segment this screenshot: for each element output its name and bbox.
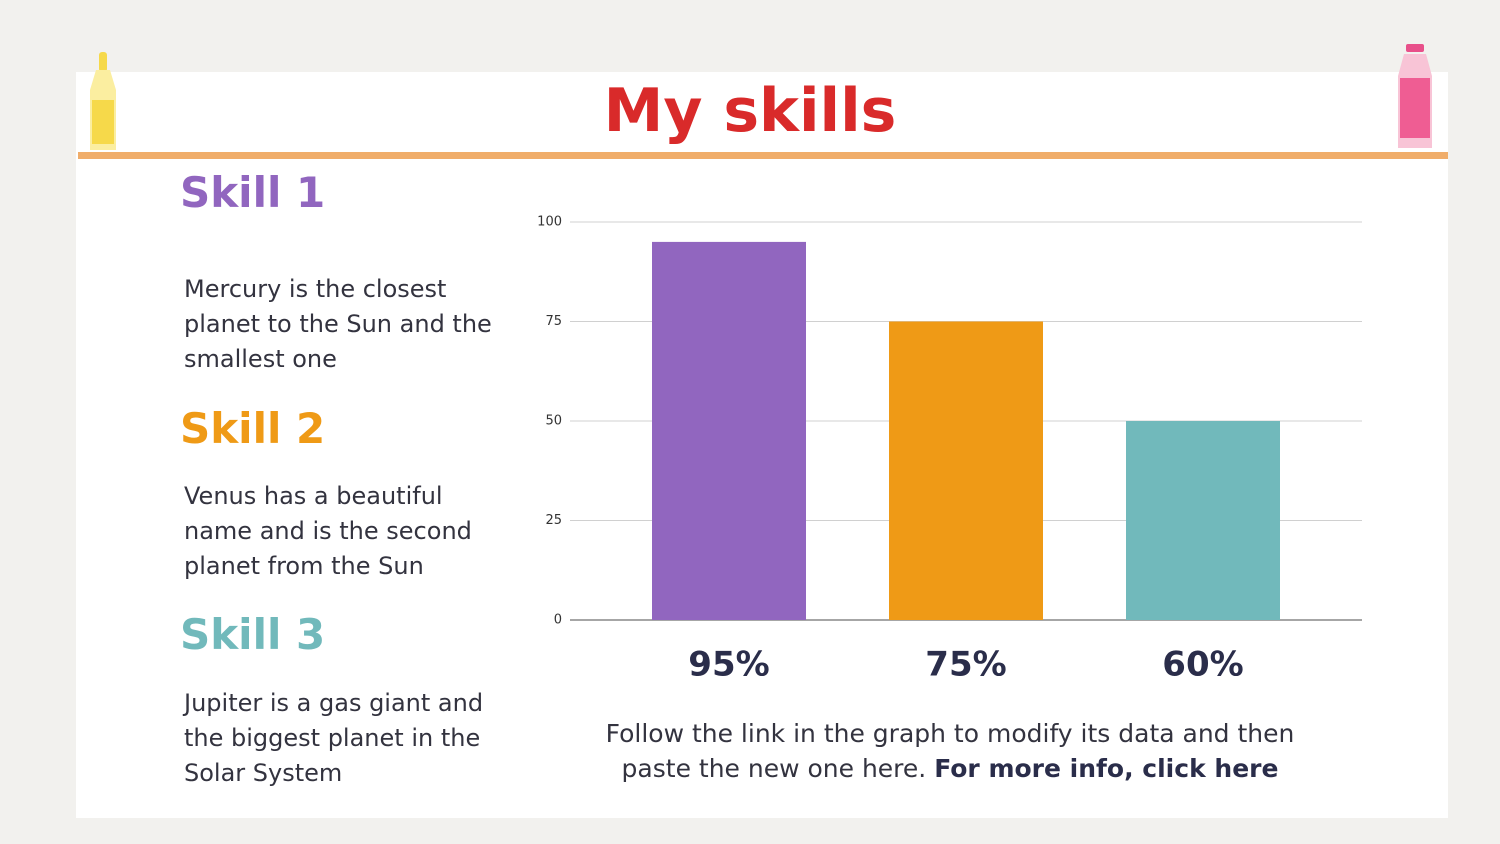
bar (889, 321, 1043, 620)
chart: 0 25 50 75 100 95% 75% 60% (537, 215, 1362, 685)
y-tick-label: 75 (545, 314, 562, 329)
skill-name: Skill 1 (180, 168, 326, 217)
y-tick-label: 25 (545, 513, 562, 528)
x-tick-label: 75% (925, 645, 1006, 685)
skill-name: Skill 3 (180, 610, 326, 659)
x-tick-label: 60% (1162, 645, 1243, 685)
x-tick-label: 95% (688, 645, 769, 685)
pink-bottle (1398, 44, 1432, 148)
footer: Follow the link in the graph to modify i… (600, 716, 1300, 786)
info-link[interactable]: For more info, click here (934, 754, 1279, 783)
skill-text: Venus has a beautiful name and is the se… (184, 482, 472, 580)
divider (78, 152, 1448, 159)
y-tick-label: 100 (537, 215, 562, 230)
bar (1126, 421, 1280, 620)
footer-text: Follow the link in the graph to modify i… (605, 719, 1295, 783)
y-tick-label: 50 (545, 414, 562, 429)
title: My skills (603, 76, 897, 146)
y-tick-label: 0 (554, 613, 562, 628)
skill-text: Mercury is the closest planet to the Sun… (184, 275, 492, 373)
bar (652, 241, 806, 620)
skill-text: Jupiter is a gas giant and the biggest p… (184, 689, 484, 787)
yellow-bottle (90, 52, 116, 150)
skill-name: Skill 2 (180, 404, 326, 453)
